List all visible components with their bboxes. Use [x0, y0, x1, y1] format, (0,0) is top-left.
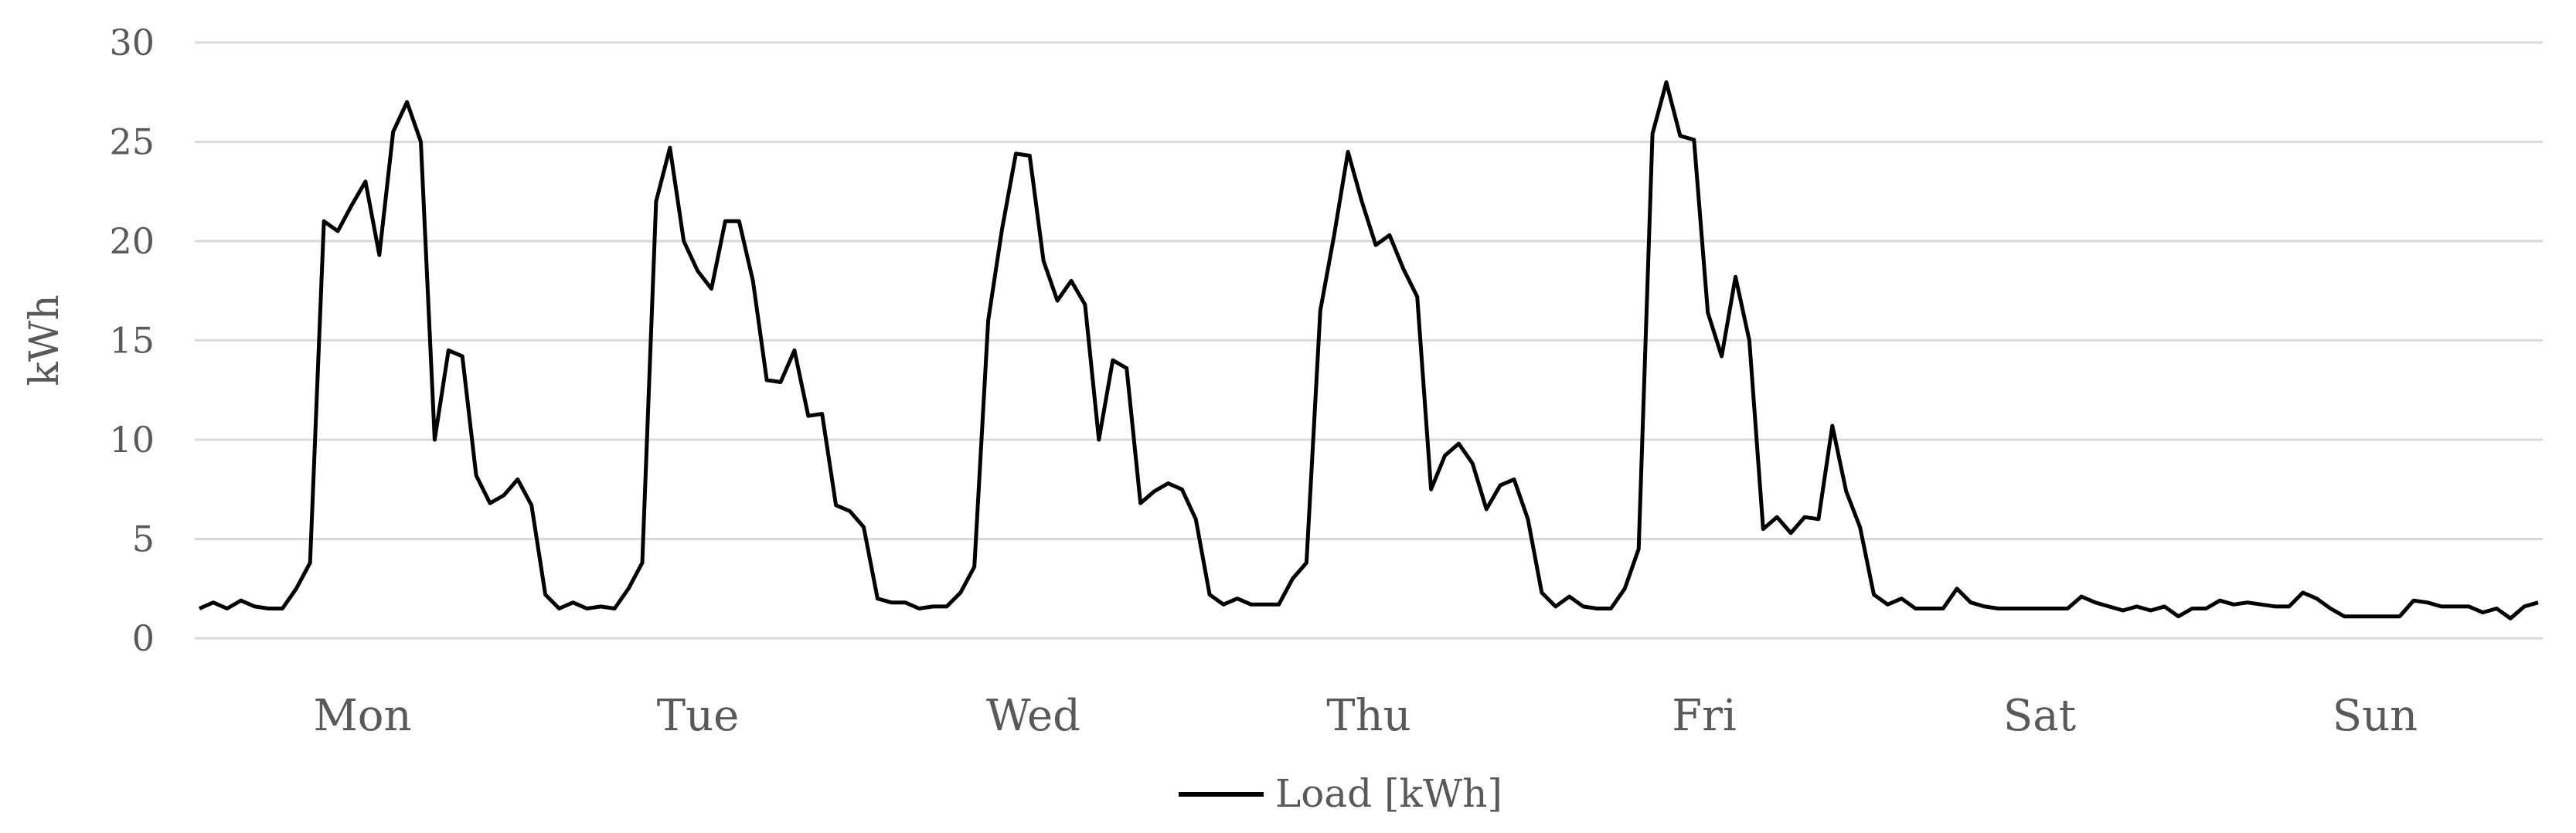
- y-axis-ticks: 0 5 10 15 20 25 30: [109, 22, 155, 659]
- x-category-label: Thu: [1326, 691, 1411, 741]
- series-lines: [199, 80, 2539, 620]
- y-axis-label: kWh: [22, 294, 68, 386]
- y-tick-label: 10: [109, 419, 155, 461]
- gridlines: [195, 41, 2543, 640]
- x-axis-categories: Mon Tue Wed Thu Fri Sat Sun: [313, 691, 2418, 741]
- y-tick-label: 15: [109, 320, 155, 362]
- x-category-label: Tue: [657, 691, 740, 741]
- x-category-label: Wed: [986, 691, 1080, 741]
- y-tick-label: 25: [109, 121, 155, 163]
- series-line-load: [199, 80, 2539, 620]
- y-tick-label: 0: [132, 617, 155, 659]
- y-tick-label: 30: [109, 22, 155, 63]
- x-category-label: Mon: [313, 691, 411, 741]
- y-tick-label: 5: [132, 518, 155, 560]
- x-category-label: Sat: [2003, 691, 2077, 741]
- legend: Load [kWh]: [1179, 771, 1502, 816]
- legend-label-load: Load [kWh]: [1275, 771, 1502, 816]
- x-category-label: Sun: [2333, 691, 2418, 741]
- x-category-label: Fri: [1672, 691, 1737, 741]
- y-tick-label: 20: [109, 220, 155, 262]
